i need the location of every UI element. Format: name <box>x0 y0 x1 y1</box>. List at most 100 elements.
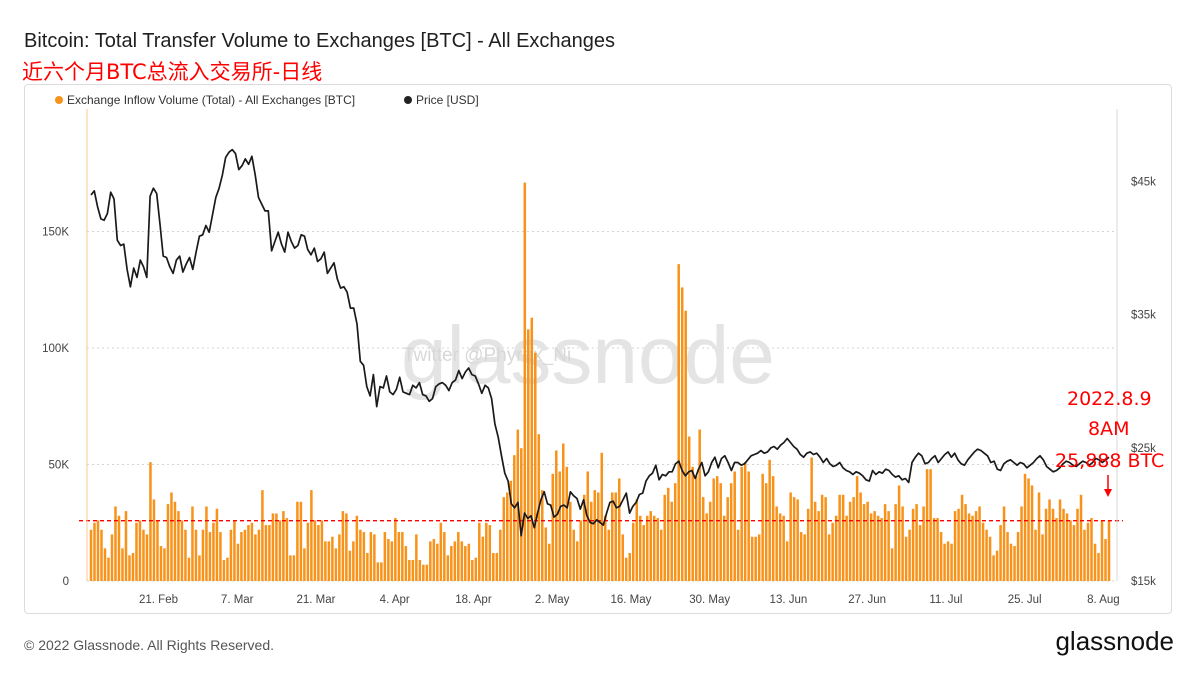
bar <box>212 522 215 581</box>
x-tick-label: 7. Mar <box>221 594 254 606</box>
bar <box>177 511 180 581</box>
bar <box>876 515 880 581</box>
bar <box>292 555 296 581</box>
bar <box>904 536 908 581</box>
bar <box>988 536 992 581</box>
annotation-arrow-head <box>1104 489 1112 497</box>
x-tick-label: 13. Jun <box>770 594 808 606</box>
bar <box>530 317 534 581</box>
bar <box>562 443 565 581</box>
bar <box>436 543 439 581</box>
bar <box>390 541 394 581</box>
bar <box>387 539 390 581</box>
watermark-logo: glassnode <box>401 310 775 401</box>
bar <box>922 506 925 581</box>
bar <box>205 506 208 581</box>
bar <box>285 518 289 581</box>
bar <box>855 476 859 581</box>
annotation-value: 25,888 BTC <box>1055 450 1164 472</box>
legend-bar-label[interactable]: Exchange Inflow Volume (Total) - All Exc… <box>67 93 355 107</box>
bar <box>352 541 355 581</box>
bar <box>100 529 103 581</box>
bar <box>1079 494 1083 581</box>
bar <box>250 522 254 581</box>
chart-subtitle: 近六个月BTC总流入交易所-日线 <box>22 60 323 84</box>
bar <box>128 555 131 581</box>
bar <box>1062 508 1065 581</box>
bar <box>1002 506 1006 581</box>
bar <box>645 515 649 581</box>
bar <box>383 532 387 581</box>
bar <box>586 471 590 581</box>
bar <box>103 548 107 581</box>
bar <box>673 483 677 581</box>
bar <box>943 543 946 581</box>
bar <box>548 543 551 581</box>
bar <box>184 529 187 581</box>
y-axis-left: 0 50K 100K 150K <box>42 109 88 588</box>
legend-line-label[interactable]: Price [USD] <box>416 93 479 107</box>
bar <box>782 515 785 581</box>
bar <box>701 497 705 581</box>
bar <box>750 536 754 581</box>
bar <box>1006 532 1009 581</box>
bar <box>827 534 831 581</box>
bar <box>474 557 478 581</box>
bar <box>764 483 768 581</box>
bar <box>677 264 680 581</box>
bar <box>964 504 967 581</box>
bar <box>229 529 233 581</box>
bar <box>817 511 820 581</box>
bar <box>603 515 607 581</box>
footer-logo: glassnode <box>1055 626 1174 656</box>
bar <box>873 511 876 581</box>
bar <box>93 522 96 581</box>
bar <box>397 532 401 581</box>
bar <box>1093 543 1097 581</box>
bar <box>957 508 960 581</box>
bar <box>967 513 971 581</box>
bar <box>376 562 380 581</box>
legend: Exchange Inflow Volume (Total) - All Exc… <box>55 93 479 107</box>
bar <box>96 520 100 581</box>
bar <box>796 499 799 581</box>
bar <box>408 560 411 581</box>
bar <box>457 532 460 581</box>
bar <box>296 501 299 581</box>
bar <box>894 504 897 581</box>
bar <box>978 506 981 581</box>
bar <box>159 546 163 581</box>
bar <box>925 469 929 581</box>
bar <box>680 287 684 581</box>
bar <box>523 182 527 581</box>
bar <box>446 555 450 581</box>
bar <box>887 511 890 581</box>
bar <box>712 478 715 581</box>
bar <box>593 490 597 581</box>
bar <box>432 539 436 581</box>
watermark-twitter: Twitter @Phyrex_Ni <box>403 345 571 366</box>
bar <box>813 501 817 581</box>
bar <box>173 501 177 581</box>
bar <box>233 520 236 581</box>
bar <box>310 490 313 581</box>
bar <box>1041 534 1044 581</box>
bar <box>880 518 883 581</box>
bar <box>551 473 555 581</box>
bar <box>631 522 635 581</box>
bar <box>729 483 733 581</box>
bar <box>289 555 292 581</box>
bar <box>299 501 303 581</box>
bar <box>666 487 670 581</box>
bar <box>110 534 114 581</box>
x-tick-label: 25. Jul <box>1008 594 1042 606</box>
bar <box>614 492 618 581</box>
bar <box>264 525 268 581</box>
bar <box>589 501 593 581</box>
bar <box>908 529 911 581</box>
bar <box>156 520 159 581</box>
bar <box>617 478 621 581</box>
bar <box>834 515 838 581</box>
bar <box>642 525 645 581</box>
y-left-tick-label: 150K <box>42 227 69 239</box>
